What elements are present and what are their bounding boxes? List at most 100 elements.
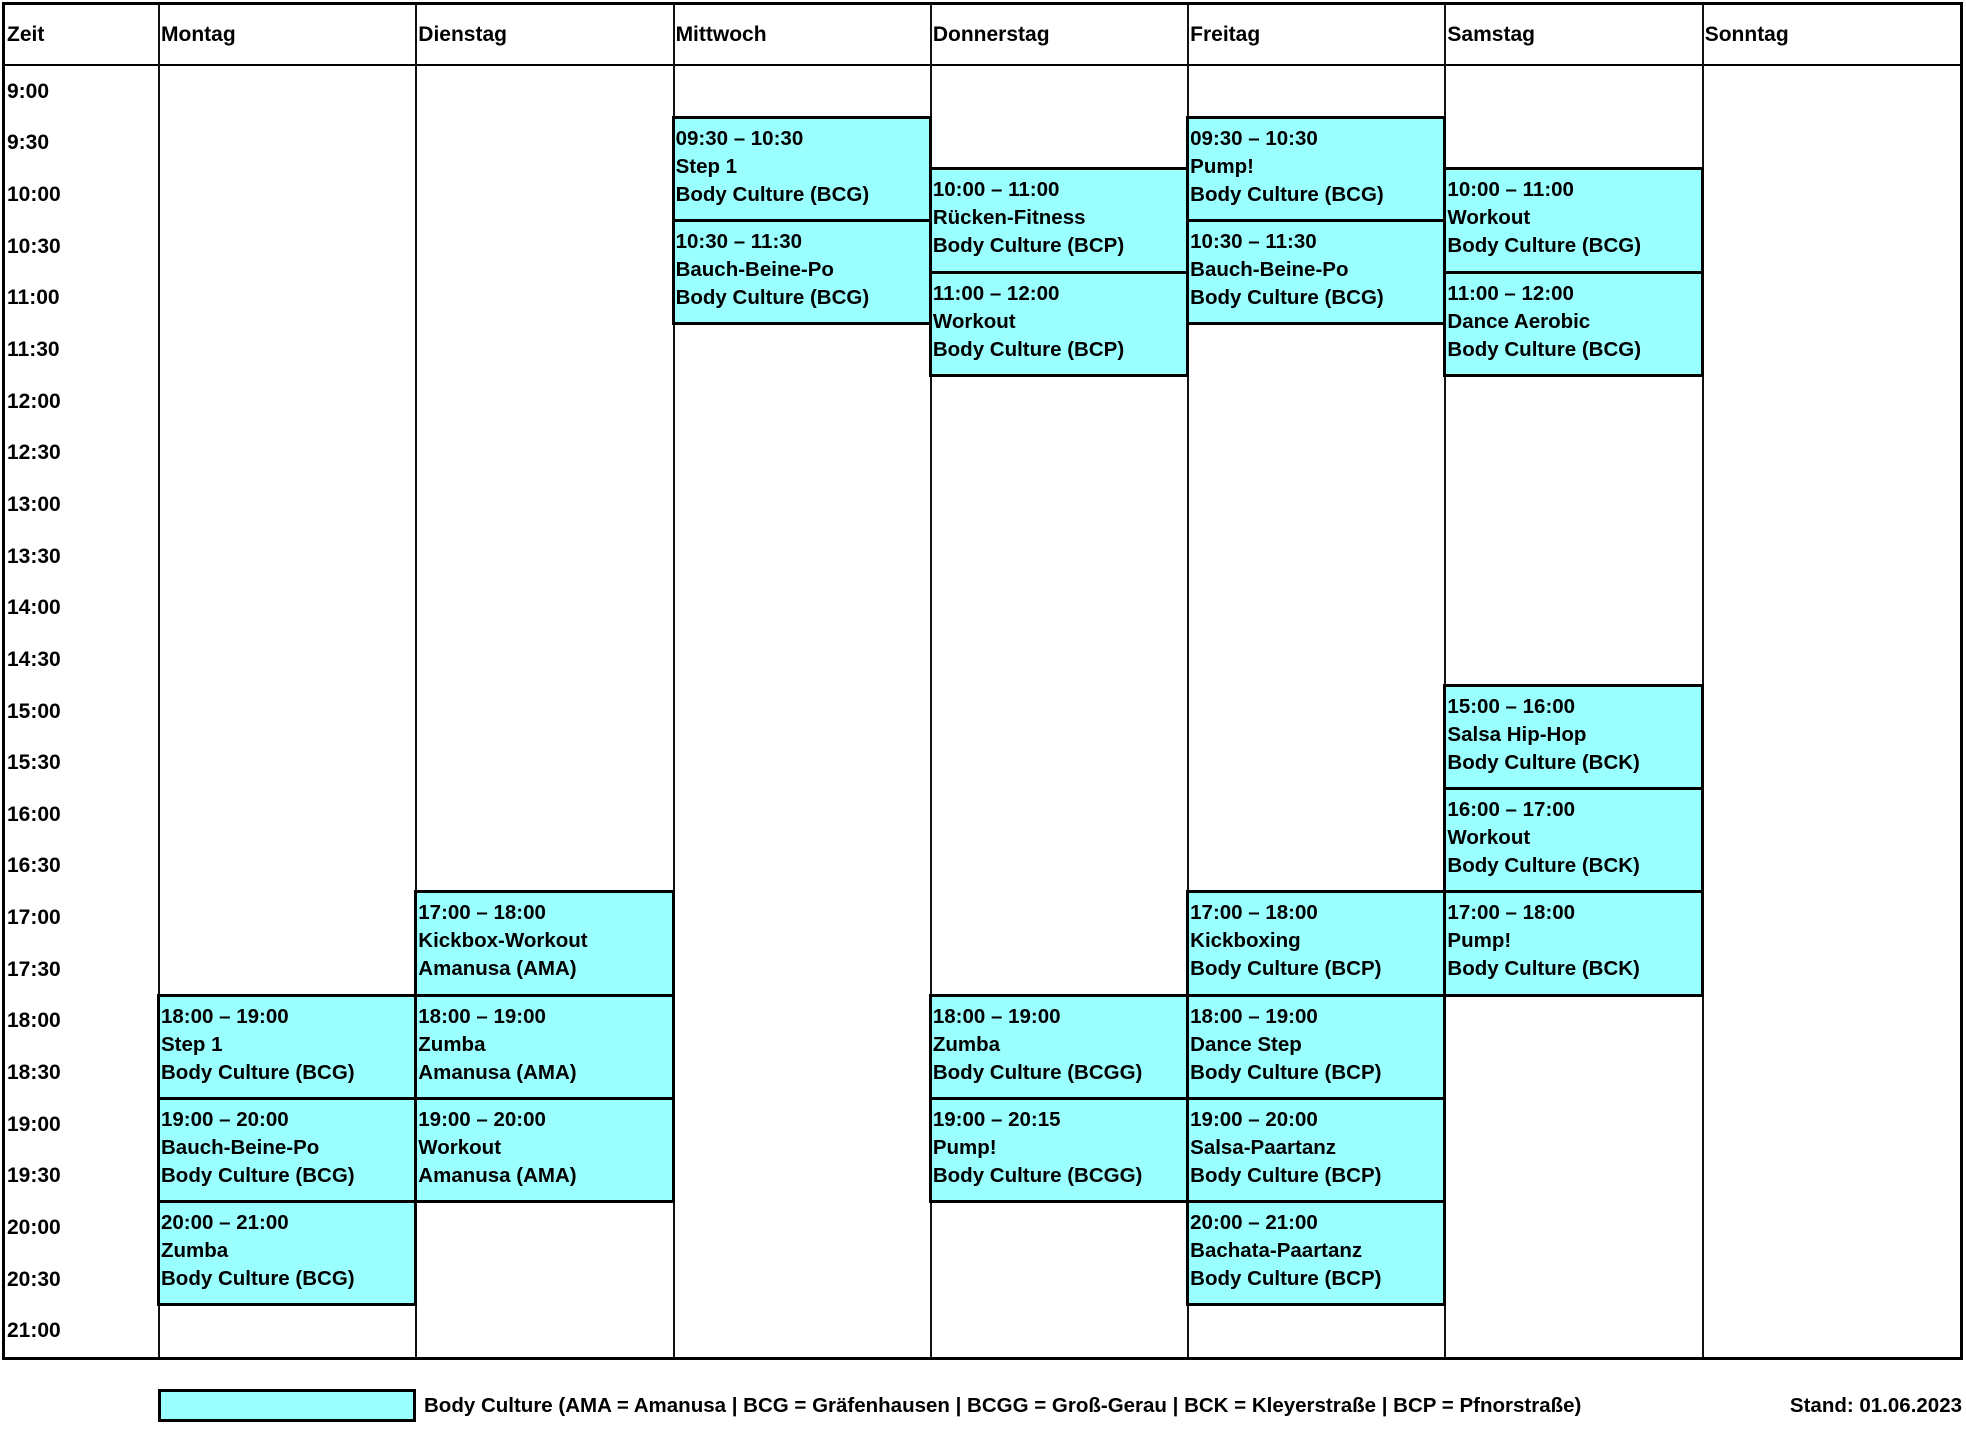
event-location: Amanusa (AMA) [418, 1060, 577, 1084]
course-event[interactable]: 10:30 – 11:30 Bauch-Beine-Po Body Culture … [671, 218, 932, 326]
time-slot-label: 13:30 [7, 544, 61, 568]
event-time: 15:00 – 16:00 [1447, 694, 1576, 718]
time-slot-label: 17:30 [7, 957, 61, 981]
course-event[interactable]: 19:00 – 20:00 Salsa-Paartanz Body Culture … [1186, 1096, 1447, 1204]
event-course: Pump! [1190, 154, 1254, 178]
column-divider [672, 5, 675, 1357]
event-time: 16:00 – 17:00 [1447, 797, 1576, 821]
event-course: Bauch-Beine-Po [675, 257, 834, 281]
event-course: Workout [418, 1135, 502, 1159]
course-event[interactable]: 10:00 – 11:00 Rücken-Fitness Body Culture … [928, 167, 1190, 274]
legend-text: Body Culture (AMA = Amanusa | BCG = Gräf… [424, 1394, 1582, 1417]
event-course: Salsa Hip-Hop [1447, 722, 1587, 746]
course-event[interactable]: 15:00 – 16:00 Salsa Hip-Hop Body Culture (… [1443, 683, 1704, 790]
time-slot-label: 10:00 [7, 183, 61, 207]
event-time: 18:00 – 19:00 [1190, 1004, 1318, 1028]
event-location: Body Culture (BCG) [161, 1060, 355, 1084]
event-time: 10:00 – 11:00 [1447, 178, 1574, 202]
course-event[interactable]: 18:00 – 19:00 Zumba Body Culture (BCGG) [928, 993, 1190, 1100]
time-slot-label: 18:30 [7, 1060, 61, 1084]
event-time: 18:00 – 19:00 [932, 1004, 1061, 1028]
course-event[interactable]: 20:00 – 21:00 Zumba Body Culture (BCG) [157, 1200, 418, 1307]
time-slot-label: 11:30 [7, 338, 60, 362]
course-event[interactable]: 17:00 – 18:00 Pump! Body Culture (BCK) [1443, 890, 1704, 997]
time-slot-label: 12:30 [7, 441, 61, 465]
event-time: 11:00 – 12:00 [1447, 281, 1574, 305]
time-slot-label: 15:30 [7, 751, 61, 775]
event-time: 17:00 – 18:00 [418, 901, 546, 925]
course-event[interactable]: 11:00 – 12:00 Dance Aerobic Body Culture (… [1443, 270, 1704, 377]
event-time: 20:00 – 21:00 [1190, 1211, 1318, 1235]
course-event[interactable]: 09:30 – 10:30 Step 1 Body Culture (BCG) [671, 115, 932, 222]
time-slot-label: 16:00 [7, 802, 61, 826]
event-location: Body Culture (BCG) [161, 1163, 355, 1187]
event-course: Pump! [932, 1135, 997, 1159]
event-location: Body Culture (BCP) [1190, 1163, 1382, 1187]
course-event[interactable]: 17:00 – 18:00 Kickboxing Body Culture (BCP… [1186, 890, 1447, 997]
column-header-freitag: Freitag [1190, 22, 1261, 46]
event-location: Body Culture (BCP) [932, 337, 1125, 361]
event-location: Body Culture (BCG) [1190, 182, 1384, 206]
course-event[interactable]: 19:00 – 20:15 Pump! Body Culture (BCGG) [928, 1096, 1190, 1204]
header-divider [5, 64, 1960, 66]
course-event[interactable]: 16:00 – 17:00 Workout Body Culture (BCK) [1443, 786, 1704, 894]
event-course: Step 1 [675, 154, 738, 178]
event-location: Body Culture (BCG) [675, 182, 870, 206]
course-event[interactable]: 11:00 – 12:00 Workout Body Culture (BCP) [928, 270, 1190, 377]
legend-color-swatch [158, 1389, 416, 1422]
event-course: Dance Step [1190, 1032, 1302, 1056]
event-course: Bachata-Paartanz [1190, 1239, 1363, 1263]
event-location: Body Culture (BCGG) [932, 1163, 1143, 1187]
event-course: Dance Aerobic [1447, 309, 1591, 333]
stand-date: Stand: 01.06.2023 [1789, 1394, 1962, 1417]
column-divider [158, 5, 160, 1357]
weekly-schedule-table: Zeit Montag Dienstag Mittwoch Donnerstag Frei… [2, 2, 1963, 1360]
column-header-donnerstag: Donnerstag [932, 22, 1050, 46]
time-slot-label: 21:00 [7, 1319, 61, 1343]
event-time: 10:00 – 11:00 [932, 178, 1060, 202]
course-event[interactable]: 19:00 – 20:00 Workout Amanusa (AMA) [414, 1096, 675, 1204]
event-location: Body Culture (BCK) [1447, 957, 1640, 981]
event-location: Body Culture (BCGG) [932, 1060, 1143, 1084]
column-header-sonntag: Sonntag [1704, 22, 1789, 46]
event-time: 18:00 – 19:00 [418, 1004, 546, 1028]
event-location: Body Culture (BCG) [1447, 337, 1642, 361]
time-slot-label: 20:30 [7, 1267, 61, 1291]
time-slot-label: 16:30 [7, 854, 61, 878]
course-event[interactable]: 10:30 – 11:30 Bauch-Beine-Po Body Culture … [1186, 218, 1447, 326]
event-time: 09:30 – 10:30 [675, 126, 804, 150]
course-event[interactable]: 17:00 – 18:00 Kickbox-Workout Amanusa (AMA… [414, 890, 675, 997]
event-course: Workout [1447, 825, 1531, 849]
course-event[interactable]: 19:00 – 20:00 Bauch-Beine-Po Body Culture … [157, 1096, 418, 1204]
event-course: Step 1 [161, 1032, 223, 1056]
event-location: Body Culture (BCK) [1447, 750, 1640, 774]
course-event[interactable]: 10:00 – 11:00 Workout Body Culture (BCG) [1443, 167, 1704, 274]
column-header-mittwoch: Mittwoch [675, 22, 767, 46]
event-location: Body Culture (BCG) [161, 1267, 355, 1291]
event-location: Body Culture (BCP) [932, 234, 1125, 258]
event-time: 20:00 – 21:00 [161, 1211, 289, 1235]
time-slot-label: 9:30 [7, 131, 50, 155]
column-header-dienstag: Dienstag [418, 22, 507, 46]
event-location: Body Culture (BCG) [1447, 234, 1642, 258]
time-slot-label: 19:30 [7, 1164, 61, 1188]
time-slot-label: 18:00 [7, 1009, 61, 1033]
event-location: Amanusa (AMA) [418, 1163, 577, 1187]
time-slot-label: 14:30 [7, 647, 61, 671]
time-slot-label: 17:00 [7, 906, 61, 930]
event-time: 19:00 – 20:00 [161, 1107, 289, 1131]
event-time: 19:00 – 20:15 [932, 1107, 1061, 1131]
event-course: Pump! [1447, 929, 1512, 953]
event-location: Body Culture (BCP) [1190, 957, 1382, 981]
event-time: 10:30 – 11:30 [675, 229, 803, 253]
course-event[interactable]: 18:00 – 19:00 Step 1 Body Culture (BCG) [157, 993, 418, 1100]
course-event[interactable]: 20:00 – 21:00 Bachata-Paartanz Body Cultur… [1186, 1200, 1447, 1307]
course-event[interactable]: 18:00 – 19:00 Zumba Amanusa (AMA) [414, 993, 675, 1100]
column-header-montag: Montag [161, 22, 236, 46]
course-event[interactable]: 18:00 – 19:00 Dance Step Body Culture (BCP… [1186, 993, 1447, 1100]
time-slot-label: 14:00 [7, 596, 61, 620]
time-slot-label: 15:00 [7, 699, 61, 723]
event-course: Workout [1447, 206, 1531, 230]
event-location: Body Culture (BCK) [1447, 853, 1640, 877]
course-event[interactable]: 09:30 – 10:30 Pump! Body Culture (BCG) [1186, 115, 1447, 222]
